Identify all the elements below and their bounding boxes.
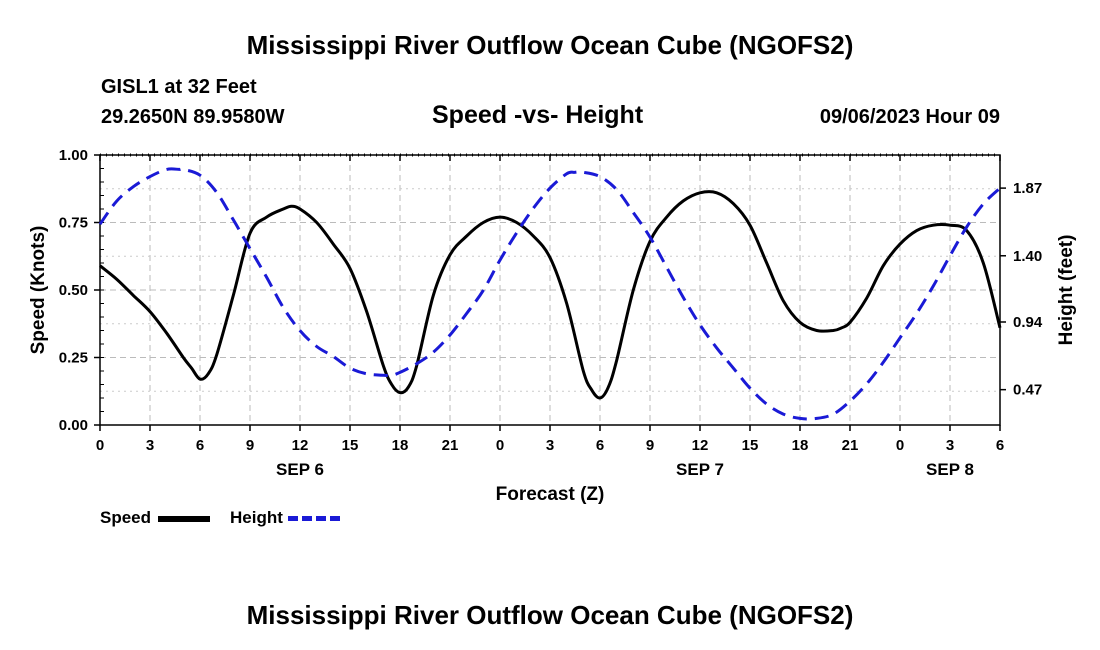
x-tick-label: 21 [842, 437, 859, 454]
x-tick-label: 3 [546, 437, 554, 454]
x-tick-label: 0 [496, 437, 504, 454]
legend-height-label: Height [230, 508, 283, 527]
y-axis-label: Speed (Knots) [28, 226, 49, 355]
station-label: GISL1 at 32 Feet [101, 76, 257, 98]
y2-tick-label: 1.40 [1013, 248, 1042, 265]
station-coords: 29.2650N 89.9580W [101, 106, 285, 128]
y2-tick-label: 0.94 [1013, 314, 1043, 331]
x-tick-label: 15 [342, 437, 359, 454]
y-tick-label: 0.00 [59, 417, 88, 434]
speed-height-chart: 0 3 6 9 12 15 18 21 0 3 6 9 12 15 18 21 0 3 6 SEP 6 SEP 7 SEP… [28, 147, 1077, 505]
page-title: Mississippi River Outflow Ocean Cube (NG… [246, 30, 854, 60]
x-tick-label: 0 [896, 437, 904, 454]
x-tick-label: 6 [996, 437, 1004, 454]
y2-tick-label: 1.87 [1013, 180, 1042, 197]
x-tick-label: 12 [292, 437, 309, 454]
y-tick-label: 1.00 [59, 147, 88, 164]
chart-title: Speed -vs- Height [432, 101, 644, 129]
x-date-label: SEP 7 [676, 460, 724, 479]
y-tick-label: 0.25 [59, 350, 88, 367]
x-tick-label: 18 [392, 437, 409, 454]
x-tick-label: 15 [742, 437, 759, 454]
height-series-line [98, 167, 1002, 421]
x-tick-label: 6 [596, 437, 604, 454]
x-tick-label: 12 [692, 437, 709, 454]
x-tick-label: 21 [442, 437, 459, 454]
legend-speed-swatch [157, 515, 210, 522]
footer-title: Mississippi River Outflow Ocean Cube (NG… [246, 600, 854, 630]
speed-series-line [99, 190, 1002, 400]
x-axis-label: Forecast (Z) [496, 484, 605, 505]
legend-speed-label: Speed [100, 508, 152, 527]
x-tick-label: 3 [946, 437, 954, 454]
forecast-datetime: 09/06/2023 Hour 09 [819, 106, 1000, 128]
legend-height-swatch [287, 516, 340, 522]
y-tick-label: 0.75 [59, 215, 88, 232]
legend-height: Height [230, 508, 340, 528]
y2-axis-label: Height (feet) [1056, 235, 1077, 346]
x-tick-label: 0 [96, 437, 104, 454]
x-tick-label: 3 [146, 437, 154, 454]
x-date-label: SEP 6 [276, 460, 324, 479]
x-tick-label: 18 [792, 437, 809, 454]
x-tick-label: 9 [246, 437, 254, 454]
x-tick-label: 6 [196, 437, 204, 454]
x-tick-label: 9 [646, 437, 654, 454]
y-tick-label: 0.50 [59, 282, 88, 299]
x-date-label: SEP 8 [926, 460, 974, 479]
legend-speed: Speed [100, 508, 210, 528]
y2-tick-label: 0.47 [1013, 382, 1042, 399]
